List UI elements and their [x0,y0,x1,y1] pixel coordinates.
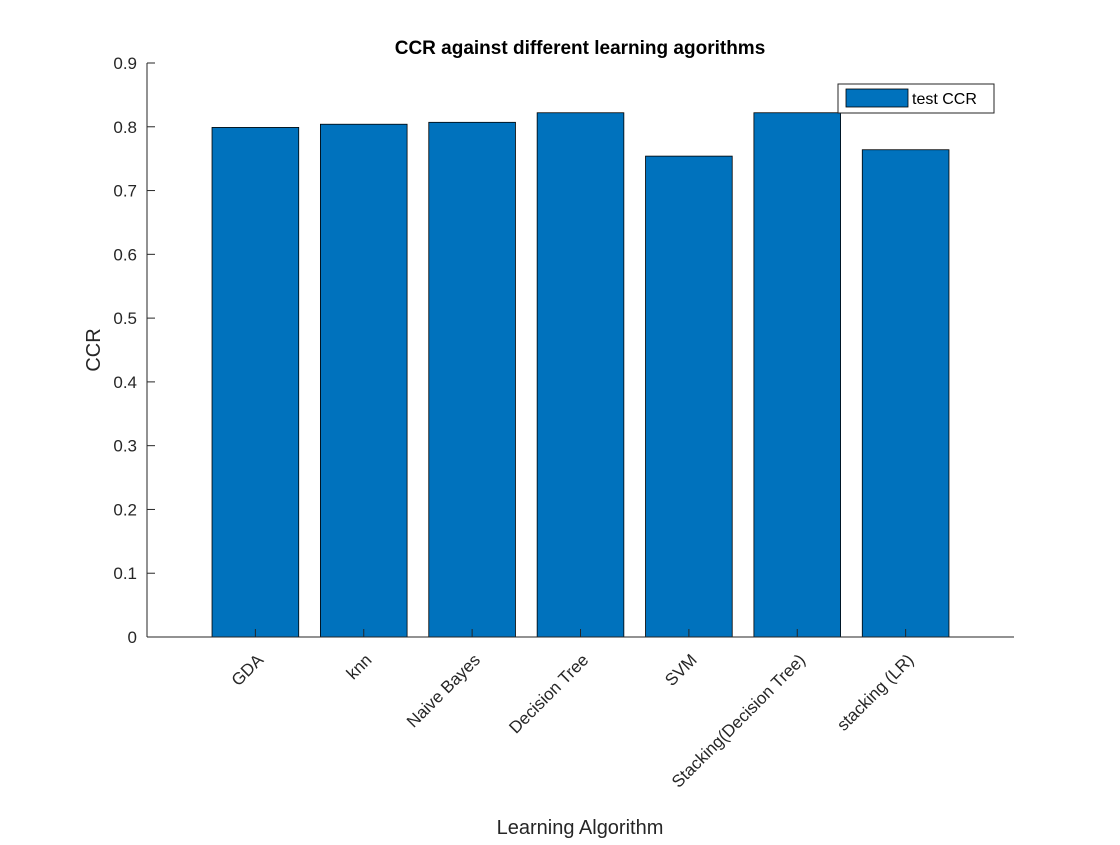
y-tick-label: 0.9 [113,54,137,73]
y-tick-label: 0.3 [113,437,137,456]
x-tick-label: GDA [228,650,268,690]
legend: test CCR [837,83,995,114]
x-tick-label: knn [343,650,376,683]
legend-swatch [845,88,909,108]
legend-label: test CCR [912,91,977,108]
y-tick-label: 0.8 [113,118,137,137]
bar [211,127,300,638]
bar [645,155,733,638]
bar [753,112,842,638]
y-tick-label: 0.6 [113,245,137,264]
bars-layer [211,112,950,638]
y-tick-label: 0.7 [113,182,137,201]
y-tick-label: 0.1 [113,564,137,583]
bar [861,149,950,638]
x-tick-label: stacking (LR) [833,650,917,734]
y-axis-title: CCR [83,328,105,371]
x-tick-label: Decision Tree [505,650,592,737]
y-ticks: 0 0.1 0.2 0.3 0.4 0.5 0.6 0.7 0.8 0.9 [113,54,155,647]
chart-title: CCR against different learning agorithms [395,38,766,59]
y-tick-label: 0 [128,628,137,647]
bar [319,123,408,638]
y-tick-label: 0.4 [113,373,137,392]
bar [428,121,516,638]
x-ticks: GDA knn Naive Bayes Decision Tree SVMStackin… [228,629,917,791]
y-tick-label: 0.2 [113,500,137,519]
bar [536,112,625,638]
x-tick-label: Naive Bayes [403,650,484,731]
x-tick-label: SVM [661,650,700,689]
y-tick-label: 0.5 [113,309,137,328]
x-axis-title: Learning Algorithm [497,817,664,839]
